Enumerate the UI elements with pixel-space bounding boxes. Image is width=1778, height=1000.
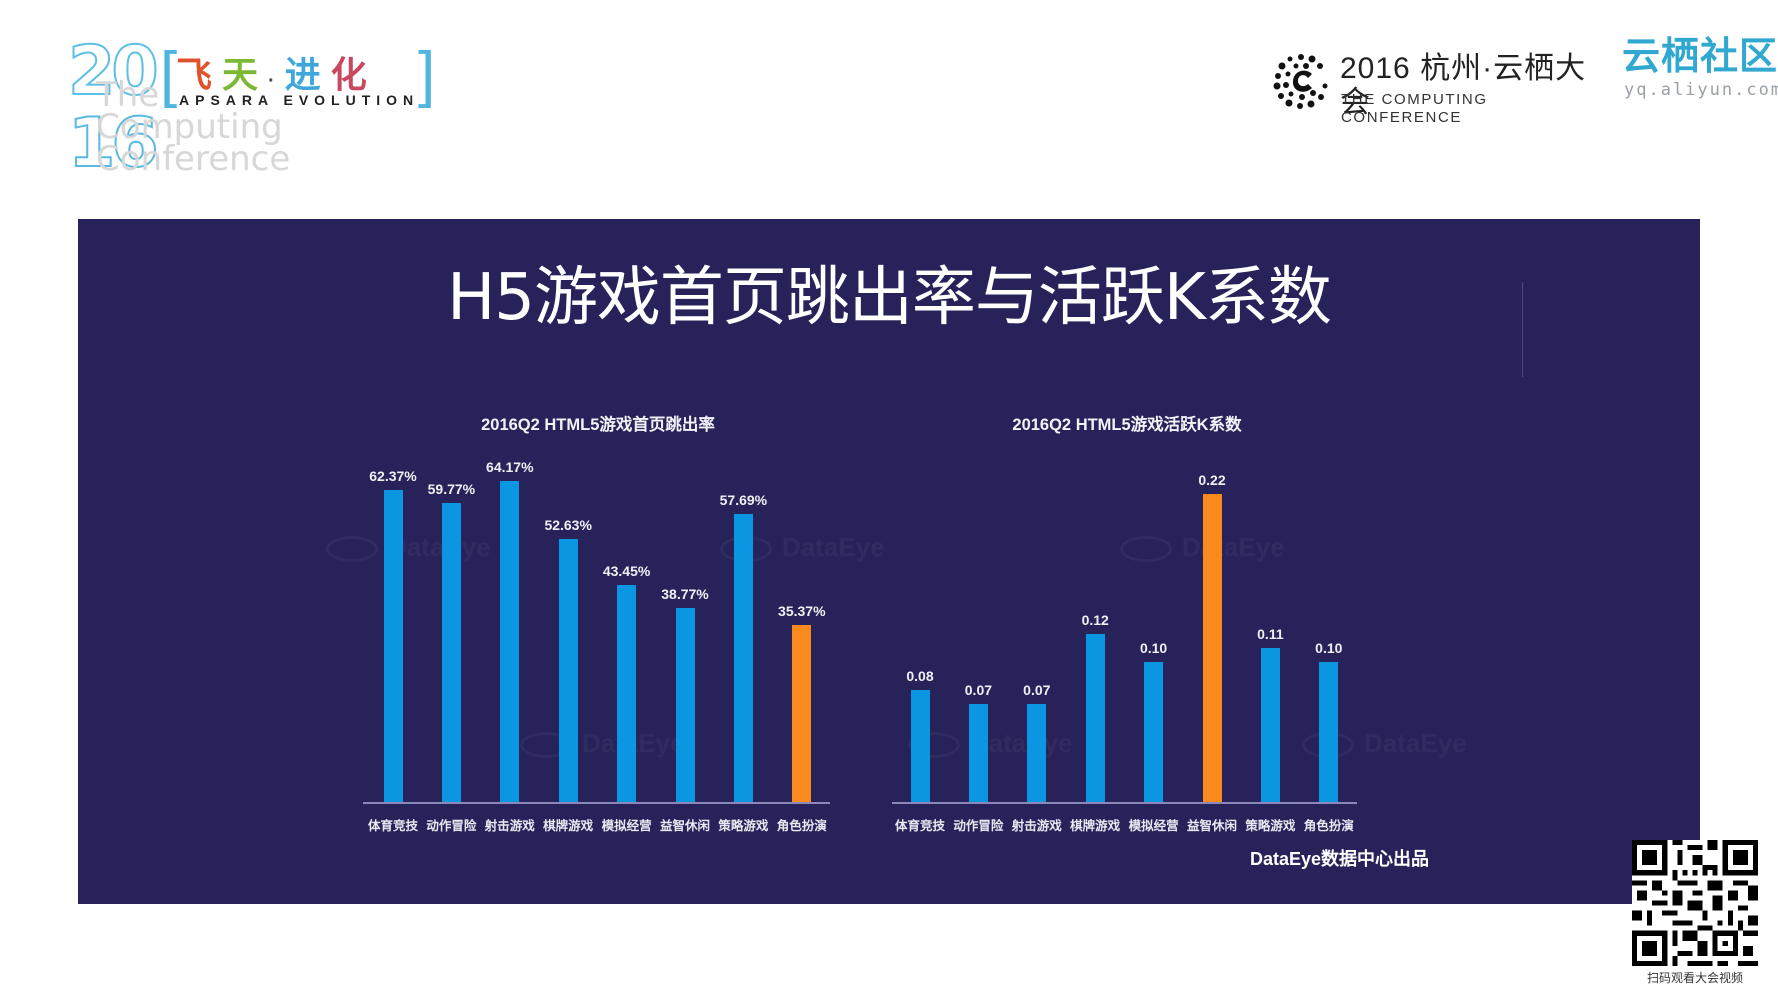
category-label: 棋牌游戏	[543, 819, 594, 833]
conference-dots-icon	[1273, 54, 1328, 109]
watermark: DataEye	[908, 728, 1073, 759]
logo-year-top: 20	[67, 32, 160, 111]
logo-char: 进	[284, 54, 331, 95]
logo-bracket-close: ]	[418, 40, 436, 109]
yunqi-community-cn: 云栖社区	[1622, 36, 1778, 78]
bar-value-label: 64.17%	[486, 459, 534, 475]
bar-value-label: 0.22	[1198, 472, 1226, 488]
watermark: DataEye	[520, 728, 685, 759]
bar-value-label: 52.63%	[544, 517, 592, 533]
bar-value-label: 62.37%	[369, 468, 417, 484]
yunqi-community-url: yq.aliyun.com	[1624, 80, 1778, 100]
x-axis-k-factor	[892, 802, 1357, 804]
bar	[617, 585, 637, 802]
bar	[1202, 494, 1222, 802]
category-label: 模拟经营	[601, 819, 652, 833]
bar-value-label: 35.37%	[778, 603, 826, 619]
bar-value-label: 0.10	[1139, 640, 1168, 656]
logo-char: ·	[268, 70, 285, 92]
category-label: 益智休闲	[1186, 819, 1237, 833]
category-label: 棋牌游戏	[1070, 819, 1121, 833]
watermark: DataEye	[1120, 532, 1285, 563]
eye-icon	[326, 536, 378, 563]
chart-title-bounce-rate: 2016Q2 HTML5游戏首页跳出率	[481, 416, 715, 434]
logo-char: 化	[330, 54, 377, 95]
logo-apsara-cn: 飞天·进化	[176, 46, 377, 98]
conference-name-cn: 2016 杭州·云栖大会	[1340, 52, 1587, 119]
logo-apsara-en: APSARA EVOLUTION	[179, 92, 420, 108]
bar-value-label: 0.10	[1315, 640, 1343, 656]
bar	[733, 514, 753, 802]
watermark-text: DataEye	[388, 532, 491, 562]
category-label: 体育竞技	[367, 819, 418, 833]
x-axis-bounce-rate	[363, 802, 830, 804]
bar-value-label: 43.45%	[602, 563, 651, 579]
bar	[792, 625, 812, 802]
bar-value-label: 38.77%	[661, 586, 709, 602]
bar-value-label: 0.08	[906, 668, 934, 684]
category-label: 角色扮演	[1303, 819, 1354, 833]
category-label: 射击游戏	[1011, 819, 1062, 833]
logo-char: 天	[222, 54, 269, 95]
divider-line	[1522, 282, 1523, 377]
slide-title: H5游戏首页跳出率与活跃K系数	[447, 261, 1332, 335]
bar	[910, 690, 930, 802]
bar	[441, 503, 461, 802]
logo-ghost-the: The	[96, 75, 160, 115]
bar-value-label: 57.69%	[719, 492, 768, 508]
watermark-text: DataEye	[1364, 728, 1467, 758]
logo-ghost-computing: Computing	[96, 107, 283, 147]
qr-code-icon	[1632, 840, 1758, 966]
chart-title-k-factor: 2016Q2 HTML5游戏活跃K系数	[1012, 416, 1242, 434]
bar-value-label: 0.07	[964, 682, 993, 698]
bar	[675, 608, 695, 802]
watermark-text: DataEye	[1182, 532, 1285, 562]
bar	[1085, 634, 1105, 802]
conference-name-en: THE COMPUTING CONFERENCE	[1341, 91, 1488, 126]
category-label: 模拟经营	[1128, 819, 1179, 833]
bar	[1144, 662, 1164, 802]
computing-conference-logo: 2016 杭州·云栖大会 THE COMPUTING CONFERENCE	[1272, 48, 1602, 126]
qr-caption: 扫码观看大会视频	[1646, 971, 1743, 985]
bar-value-label: 0.12	[1081, 612, 1109, 628]
category-label: 策略游戏	[1245, 819, 1296, 833]
bar	[1027, 704, 1047, 802]
category-label: 益智休闲	[659, 819, 710, 833]
category-label: 策略游戏	[718, 819, 769, 833]
bar	[558, 539, 578, 802]
logo-ghost-conference: Conference	[96, 139, 291, 179]
bar-value-label: 0.07	[1023, 682, 1051, 698]
bar	[1260, 648, 1280, 802]
logo-year-bottom: 16	[67, 104, 160, 183]
eye-icon	[908, 732, 960, 759]
category-label: 体育竞技	[894, 819, 945, 833]
watermark: DataEye	[326, 532, 491, 563]
watermark-text: DataEye	[782, 532, 885, 562]
yunqi-community-logo: 云栖社区 yq.aliyun.com	[1622, 36, 1778, 106]
category-label: 角色扮演	[776, 819, 827, 833]
eye-icon	[1120, 536, 1172, 563]
bar	[968, 704, 988, 802]
qr-code[interactable]	[1632, 840, 1758, 966]
category-label: 动作冒险	[426, 819, 477, 833]
data-source-credit: DataEye数据中心出品	[1250, 849, 1430, 869]
apsara-evolution-logo: 20 16 The Computing Conference [ 飞天·进化 A…	[66, 32, 446, 188]
logo-bracket-open: [	[160, 40, 178, 109]
bar-value-label: 0.11	[1257, 626, 1284, 642]
bar-value-label: 59.77%	[427, 481, 476, 497]
category-label: 射击游戏	[484, 819, 535, 833]
bar	[500, 481, 520, 802]
logo-char: 飞	[176, 54, 223, 95]
category-label: 动作冒险	[953, 819, 1004, 833]
bar	[1319, 662, 1339, 802]
bar	[383, 490, 403, 802]
